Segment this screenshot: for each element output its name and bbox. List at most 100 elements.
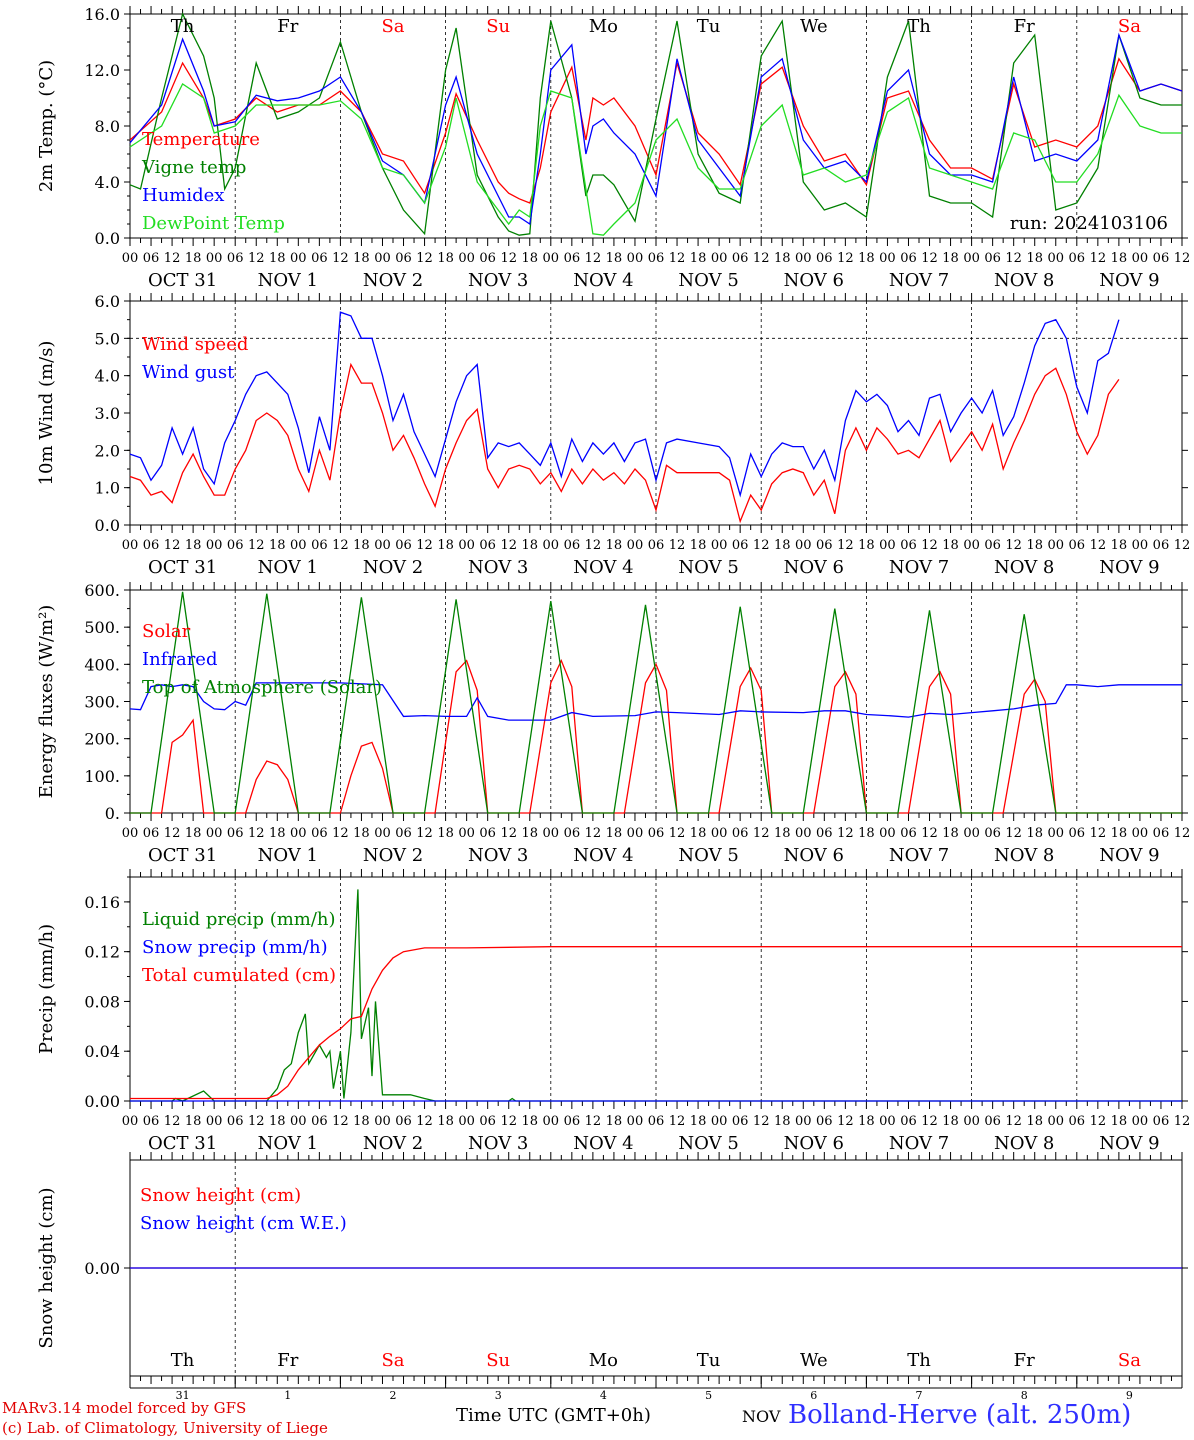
- x-tick-label: 06: [648, 538, 665, 553]
- x-tick-label: 12: [585, 251, 602, 266]
- date-label: NOV 8: [994, 845, 1054, 866]
- series-line-dewpoint-temp: [129, 83, 1182, 236]
- x-tick-label: 06: [984, 251, 1001, 266]
- weekday-label-bottom: Sa: [1118, 1350, 1141, 1371]
- date-label: NOV 9: [1099, 1133, 1159, 1154]
- legend-entry: Temperature: [142, 129, 260, 150]
- date-label: NOV 9: [1099, 557, 1159, 578]
- x-tick-label: 00: [1047, 251, 1064, 266]
- date-label: NOV 3: [468, 270, 528, 291]
- x-tick-label: 00: [963, 1114, 980, 1129]
- month-label: NOV: [742, 1407, 781, 1426]
- date-number-label: 5: [705, 1389, 712, 1402]
- date-label: NOV 7: [889, 270, 949, 291]
- x-tick-label: 00: [963, 251, 980, 266]
- x-tick-label: 18: [942, 826, 959, 841]
- x-tick-label: 00: [374, 826, 391, 841]
- y-tick-label: 0.16: [84, 893, 120, 912]
- x-tick-label: 18: [437, 826, 454, 841]
- x-tick-label: 18: [1111, 251, 1128, 266]
- legend-entry: Wind gust: [142, 362, 235, 383]
- series-line-wind-speed: [129, 362, 1120, 524]
- date-label: NOV 6: [784, 1133, 844, 1154]
- x-tick-label: 00: [1047, 1114, 1064, 1129]
- x-tick-label: 00: [374, 1114, 391, 1129]
- x-tick-label: 06: [395, 826, 412, 841]
- x-tick-label: 12: [1005, 826, 1022, 841]
- y-tick-label: 8.0: [95, 117, 120, 136]
- x-tick-label: 12: [1005, 251, 1022, 266]
- x-tick-label: 00: [206, 251, 223, 266]
- x-tick-label: 18: [185, 251, 202, 266]
- x-tick-label: 00: [795, 538, 812, 553]
- y-tick-label: 0.0: [95, 229, 120, 248]
- y-tick-label: 0.00: [84, 1259, 120, 1278]
- weekday-label-bottom: Mo: [589, 1350, 618, 1371]
- model-credit: MARv3.14 model forced by GFS: [2, 1399, 247, 1417]
- weekday-label-bottom: Fr: [1014, 1350, 1035, 1371]
- series-line-temperature: [129, 57, 1183, 204]
- x-tick-label: 00: [963, 538, 980, 553]
- x-tick-label: 18: [858, 251, 875, 266]
- x-tick-label: 06: [1069, 538, 1086, 553]
- x-tick-label: 06: [564, 826, 581, 841]
- y-axis-label: Precip (mm/h): [36, 924, 57, 1054]
- y-tick-label: 600.: [84, 581, 120, 600]
- y-tick-label: 3.0: [95, 404, 120, 423]
- date-number-label: 31: [176, 1389, 190, 1402]
- y-tick-label: 6.0: [95, 292, 120, 311]
- x-tick-label: 06: [479, 826, 496, 841]
- date-label: NOV 6: [784, 270, 844, 291]
- x-tick-label: 06: [1153, 1114, 1170, 1129]
- x-tick-label: 00: [1132, 1114, 1149, 1129]
- x-tick-label: 06: [648, 251, 665, 266]
- y-tick-label: 300.: [84, 693, 120, 712]
- x-tick-label: 12: [248, 1114, 265, 1129]
- x-tick-label: 18: [353, 1114, 370, 1129]
- x-tick-label: 00: [122, 1114, 139, 1129]
- x-tick-label: 12: [669, 251, 686, 266]
- x-tick-label: 18: [606, 1114, 623, 1129]
- x-tick-label: 12: [921, 538, 938, 553]
- x-tick-label: 18: [942, 251, 959, 266]
- weekday-label-top: Sa: [1118, 16, 1141, 37]
- date-number-label: 9: [1126, 1389, 1133, 1402]
- weekday-label-bottom: Fr: [277, 1350, 298, 1371]
- weekday-label-top: Tu: [697, 16, 721, 37]
- x-tick-label: 18: [269, 538, 286, 553]
- x-tick-label: 12: [837, 251, 854, 266]
- x-tick-label: 12: [164, 826, 181, 841]
- x-tick-label: 12: [1090, 251, 1107, 266]
- date-label: NOV 5: [678, 1133, 738, 1154]
- x-tick-label: 12: [416, 826, 433, 841]
- y-tick-label: 0.04: [84, 1042, 120, 1061]
- legend-entry: Snow height (cm): [140, 1185, 301, 1206]
- x-tick-label: 06: [1153, 538, 1170, 553]
- date-number-label: 4: [600, 1389, 607, 1402]
- x-tick-label: 06: [311, 538, 328, 553]
- x-tick-label: 18: [521, 826, 538, 841]
- x-tick-label: 18: [690, 538, 707, 553]
- x-tick-label: 18: [1026, 538, 1043, 553]
- x-tick-label: 00: [627, 1114, 644, 1129]
- date-label: NOV 8: [994, 1133, 1054, 1154]
- date-label: NOV 3: [468, 557, 528, 578]
- x-tick-label: 12: [585, 826, 602, 841]
- series-line-top-of-atmosphere-solar-: [130, 591, 1182, 814]
- legend-entry: Infrared: [142, 649, 217, 670]
- x-tick-label: 06: [143, 251, 160, 266]
- x-tick-label: 06: [395, 251, 412, 266]
- x-tick-label: 06: [1153, 826, 1170, 841]
- x-tick-label: 06: [227, 251, 244, 266]
- weekday-label-top: Th: [907, 16, 931, 37]
- weekday-label-bottom: Su: [486, 1350, 510, 1371]
- x-tick-label: 12: [416, 251, 433, 266]
- x-tick-label: 18: [606, 538, 623, 553]
- x-tick-label: 00: [458, 1114, 475, 1129]
- x-tick-label: 06: [143, 538, 160, 553]
- weekday-label-top: We: [800, 16, 828, 37]
- x-tick-label: 00: [374, 538, 391, 553]
- y-tick-label: 5.0: [95, 329, 120, 348]
- x-tick-label: 06: [227, 538, 244, 553]
